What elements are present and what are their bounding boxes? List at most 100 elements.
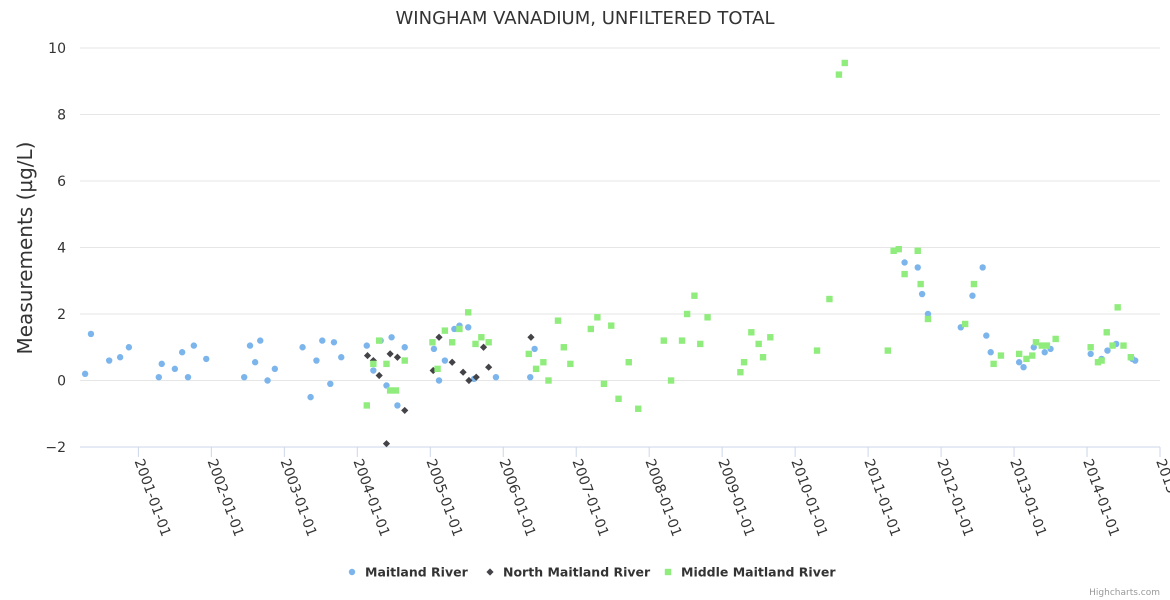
legend-item[interactable]: North Maitland River [486, 565, 651, 580]
data-point[interactable] [826, 295, 833, 303]
data-point[interactable] [456, 325, 463, 333]
data-point[interactable] [1015, 359, 1023, 366]
data-point[interactable] [401, 344, 408, 351]
data-point[interactable] [363, 402, 370, 409]
data-point[interactable] [485, 363, 493, 371]
data-point[interactable] [737, 368, 744, 376]
data-point[interactable] [1094, 359, 1102, 366]
data-point[interactable] [338, 354, 345, 361]
data-point[interactable] [393, 353, 402, 361]
data-point[interactable] [472, 373, 480, 381]
data-point[interactable] [527, 373, 534, 381]
data-point[interactable] [465, 309, 472, 316]
data-point[interactable] [740, 359, 748, 366]
data-point[interactable] [970, 280, 978, 288]
data-point[interactable] [987, 349, 994, 356]
data-point[interactable] [1114, 304, 1121, 311]
data-point[interactable] [307, 393, 314, 401]
data-point[interactable] [1087, 344, 1094, 351]
data-point[interactable] [1098, 357, 1105, 364]
data-point[interactable] [479, 343, 488, 351]
data-point[interactable] [327, 380, 334, 388]
data-point[interactable] [755, 340, 762, 348]
data-point[interactable] [383, 382, 390, 389]
legend[interactable]: Maitland River North Maitland River Middle… [348, 565, 837, 580]
data-point[interactable] [835, 71, 843, 78]
data-point[interactable] [594, 314, 601, 321]
data-point[interactable] [759, 354, 767, 361]
data-point[interactable] [459, 368, 467, 376]
data-point[interactable] [890, 247, 897, 255]
data-point[interactable] [615, 395, 622, 402]
data-point[interactable] [370, 360, 377, 368]
data-point[interactable] [1030, 344, 1037, 351]
data-point[interactable] [691, 292, 698, 299]
data-point[interactable] [370, 367, 377, 374]
data-point[interactable] [545, 377, 552, 384]
data-point[interactable] [330, 339, 338, 346]
data-point[interactable] [472, 340, 479, 348]
legend-label[interactable]: Maitland River [365, 565, 469, 580]
data-point[interactable] [1032, 339, 1040, 346]
data-point[interactable] [386, 350, 394, 358]
data-point[interactable] [997, 352, 1005, 359]
legend-item[interactable]: Middle Maitland River [664, 565, 837, 580]
data-point[interactable] [1052, 335, 1059, 343]
data-point[interactable] [448, 339, 456, 346]
data-point[interactable] [155, 373, 163, 381]
data-point[interactable] [401, 357, 408, 364]
data-point[interactable] [178, 349, 186, 356]
legend-marker[interactable] [348, 568, 356, 576]
data-point[interactable] [961, 320, 969, 328]
legend-item[interactable]: Maitland River [348, 565, 469, 580]
data-point[interactable] [434, 365, 441, 373]
data-point[interactable] [683, 310, 691, 318]
data-point[interactable] [441, 357, 449, 364]
legend-label[interactable]: Middle Maitland River [681, 565, 836, 580]
legend-marker[interactable] [486, 568, 494, 576]
data-point[interactable] [914, 247, 921, 255]
data-point[interactable] [125, 344, 133, 351]
data-point[interactable] [81, 370, 89, 378]
data-point[interactable] [1041, 349, 1048, 356]
data-point[interactable] [918, 290, 926, 298]
data-point[interactable] [435, 377, 443, 384]
data-point[interactable] [697, 340, 704, 348]
data-point[interactable] [587, 325, 595, 333]
data-point[interactable] [465, 376, 473, 385]
data-point[interactable] [895, 245, 902, 253]
data-point[interactable] [1015, 350, 1023, 358]
data-point[interactable] [394, 402, 401, 409]
data-point[interactable] [116, 354, 124, 361]
data-point[interactable] [813, 347, 821, 354]
data-point[interactable] [257, 337, 264, 344]
data-point[interactable] [203, 355, 210, 363]
data-point[interactable] [369, 356, 377, 365]
data-point[interactable] [190, 342, 198, 349]
data-point[interactable] [667, 377, 675, 384]
legend-label[interactable]: North Maitland River [503, 565, 651, 580]
data-point[interactable] [1087, 350, 1094, 358]
data-point[interactable] [375, 337, 383, 344]
data-point[interactable] [600, 380, 608, 388]
data-point[interactable] [924, 315, 932, 323]
data-point[interactable] [184, 373, 192, 381]
data-point[interactable] [429, 339, 436, 346]
data-point[interactable] [531, 345, 538, 353]
credits-link[interactable]: Highcharts.com [1089, 588, 1160, 598]
data-point[interactable] [1127, 354, 1135, 361]
data-point[interactable] [924, 310, 932, 318]
data-point[interactable] [678, 337, 686, 344]
data-point[interactable] [392, 387, 400, 394]
data-point[interactable] [386, 387, 394, 394]
data-point[interactable] [884, 347, 892, 354]
data-point[interactable] [979, 264, 986, 271]
data-point[interactable] [478, 334, 485, 341]
data-point[interactable] [1043, 342, 1051, 349]
data-point[interactable] [251, 359, 259, 366]
data-point[interactable] [105, 357, 113, 364]
data-point[interactable] [492, 373, 500, 381]
data-point[interactable] [363, 351, 372, 360]
data-point[interactable] [554, 317, 562, 324]
data-point[interactable] [914, 264, 921, 271]
